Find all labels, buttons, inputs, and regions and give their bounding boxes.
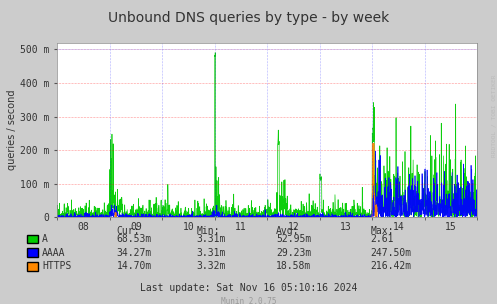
Text: 216.42m: 216.42m xyxy=(370,261,412,271)
Text: 3.32m: 3.32m xyxy=(196,261,226,271)
Text: 247.50m: 247.50m xyxy=(370,248,412,257)
Text: Max:: Max: xyxy=(370,226,394,237)
Text: 3.31m: 3.31m xyxy=(196,234,226,244)
Text: Avg:: Avg: xyxy=(276,226,299,237)
Text: 34.27m: 34.27m xyxy=(117,248,152,257)
Text: Munin 2.0.75: Munin 2.0.75 xyxy=(221,297,276,304)
Text: RRDTOOL / TOBI OETIKER: RRDTOOL / TOBI OETIKER xyxy=(491,74,496,157)
Text: AAAA: AAAA xyxy=(42,248,66,257)
Text: Min:: Min: xyxy=(196,226,220,237)
Text: HTTPS: HTTPS xyxy=(42,261,72,271)
Text: 29.23m: 29.23m xyxy=(276,248,311,257)
Y-axis label: queries / second: queries / second xyxy=(7,90,17,170)
Text: 68.53m: 68.53m xyxy=(117,234,152,244)
Text: 18.58m: 18.58m xyxy=(276,261,311,271)
Text: 3.31m: 3.31m xyxy=(196,248,226,257)
Text: 14.70m: 14.70m xyxy=(117,261,152,271)
Text: 52.95m: 52.95m xyxy=(276,234,311,244)
Text: Cur:: Cur: xyxy=(117,226,140,237)
Text: Last update: Sat Nov 16 05:10:16 2024: Last update: Sat Nov 16 05:10:16 2024 xyxy=(140,283,357,293)
Text: Unbound DNS queries by type - by week: Unbound DNS queries by type - by week xyxy=(108,11,389,25)
Text: 2.61: 2.61 xyxy=(370,234,394,244)
Text: A: A xyxy=(42,234,48,244)
